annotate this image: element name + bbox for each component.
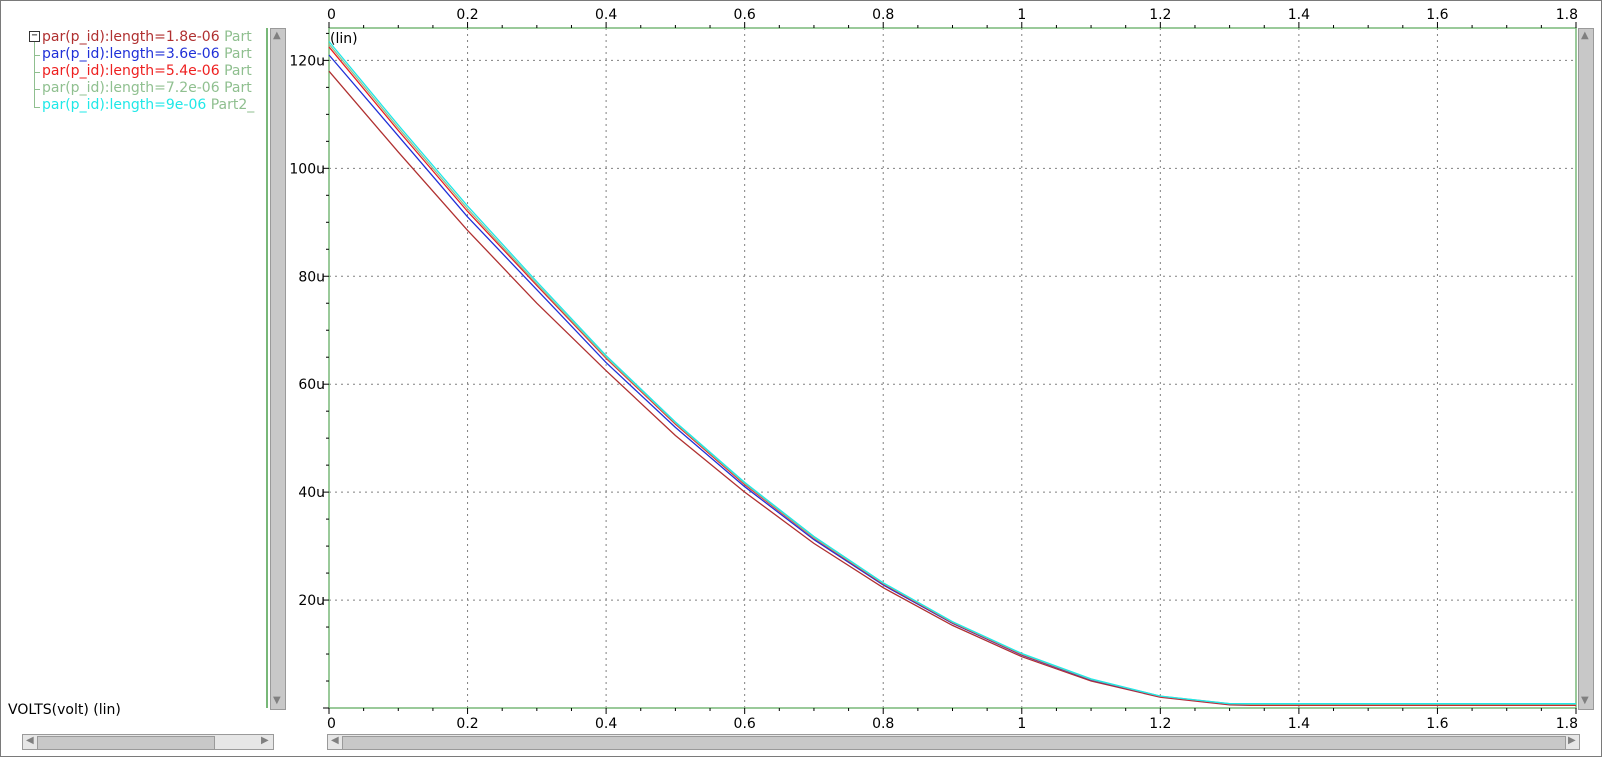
x-tick-label-top: 0.4	[595, 7, 617, 23]
tree-connector	[34, 89, 40, 90]
y-tick-label: 80u	[298, 269, 325, 285]
x-tick-label-top: 0.6	[734, 7, 756, 23]
legend-item-label: par(p_id):length=5.4e-06	[42, 63, 220, 79]
scroll-thumb[interactable]	[37, 736, 215, 750]
scroll-down-icon[interactable]: ▼	[273, 695, 281, 706]
x-axis-label: VOLTS(volt) (lin)	[8, 702, 121, 718]
tree-connector	[34, 55, 40, 56]
y-tick-label: 40u	[298, 485, 325, 501]
legend-item[interactable]: par(p_id):length=5.4e-06 Part	[42, 63, 252, 80]
series-layer	[328, 41, 1576, 706]
x-tick-label-bottom: 0.4	[595, 716, 617, 732]
scroll-right-icon[interactable]: ▶	[261, 735, 269, 746]
x-tick-label-top: 1.4	[1288, 7, 1310, 23]
x-tick-label-bottom: 0.8	[872, 716, 894, 732]
scroll-down-icon[interactable]: ▼	[1581, 695, 1589, 706]
plot-border	[328, 27, 1577, 709]
legend-pane: − par(p_id):length=1.8e-06 Part par(p_id…	[2, 28, 266, 708]
x-tick-label-bottom: 0.2	[456, 716, 478, 732]
y-tick-label: 20u	[298, 593, 325, 609]
axis-ticks: 0 0 0.2 0.2 0.4 0.4 0.6 0.6 0.8 0.8 1 1 1.2 1.2 1.4 1.4…	[289, 7, 1578, 732]
plot-vertical-scrollbar[interactable]: ▲ ▼	[1578, 28, 1594, 710]
x-tick-label-top: 0.8	[872, 7, 894, 23]
x-tick-label-bottom: 1.4	[1288, 716, 1310, 732]
scroll-left-icon[interactable]: ◀	[26, 735, 34, 746]
legend-item[interactable]: par(p_id):length=7.2e-06 Part	[42, 80, 252, 97]
x-tick-label-bottom: 1.2	[1149, 716, 1171, 732]
legend-item[interactable]: par(p_id):length=9e-06 Part2_	[42, 97, 254, 114]
x-tick-label-top: 0.2	[456, 7, 478, 23]
legend-item-label: par(p_id):length=1.8e-06	[42, 29, 220, 45]
x-tick-label-top: 1	[1017, 7, 1026, 23]
legend-item-label: par(p_id):length=9e-06	[42, 97, 207, 113]
x-tick-label-bottom: 0	[327, 716, 336, 732]
legend-item-label: par(p_id):length=7.2e-06	[42, 80, 220, 96]
grid	[329, 28, 1576, 708]
series-line	[328, 46, 1576, 706]
legend-item-part: Part	[224, 46, 252, 62]
tree-connector	[34, 42, 35, 108]
x-tick-label-bottom: 1	[1017, 716, 1026, 732]
scroll-up-icon[interactable]: ▲	[1581, 30, 1589, 41]
series-line	[328, 41, 1576, 705]
scroll-left-icon[interactable]: ◀	[331, 735, 339, 746]
scroll-up-icon[interactable]: ▲	[273, 30, 281, 41]
y-tick-label: 100u	[289, 161, 325, 177]
legend-item-part: Part	[224, 29, 252, 45]
legend-vertical-scrollbar[interactable]: ▲ ▼	[270, 28, 286, 710]
x-tick-label-bottom: 0.6	[734, 716, 756, 732]
collapse-icon[interactable]: −	[29, 31, 40, 42]
x-tick-label-top: 1.2	[1149, 7, 1171, 23]
tree-connector	[34, 72, 40, 73]
legend-item[interactable]: par(p_id):length=1.8e-06 Part	[42, 29, 252, 46]
legend-item-part: Part	[224, 63, 252, 79]
x-tick-label-top: 1.8	[1556, 7, 1578, 23]
legend-item-part: Part	[224, 80, 252, 96]
series-line	[328, 54, 1576, 706]
tree-connector	[34, 107, 40, 108]
legend-item-label: par(p_id):length=3.6e-06	[42, 46, 220, 62]
pane-divider	[266, 28, 268, 708]
y-scale-label: (lin)	[330, 31, 358, 47]
x-tick-label-bottom: 1.6	[1426, 716, 1448, 732]
plot-horizontal-scrollbar[interactable]: ◀ ▶	[327, 734, 1580, 750]
x-tick-label-bottom: 1.8	[1556, 716, 1578, 732]
legend-horizontal-scrollbar[interactable]: ◀ ▶	[22, 734, 274, 750]
y-tick-label: 120u	[289, 53, 325, 69]
x-tick-label-top: 0	[327, 7, 336, 23]
series-line	[328, 43, 1576, 705]
scroll-right-icon[interactable]: ▶	[1568, 735, 1576, 746]
scroll-thumb[interactable]	[342, 736, 1566, 750]
series-line	[328, 70, 1576, 706]
y-tick-label: 60u	[298, 377, 325, 393]
legend-item-part: Part2_	[210, 97, 255, 113]
x-tick-label-top: 1.6	[1426, 7, 1448, 23]
legend-item[interactable]: par(p_id):length=3.6e-06 Part	[42, 46, 252, 63]
